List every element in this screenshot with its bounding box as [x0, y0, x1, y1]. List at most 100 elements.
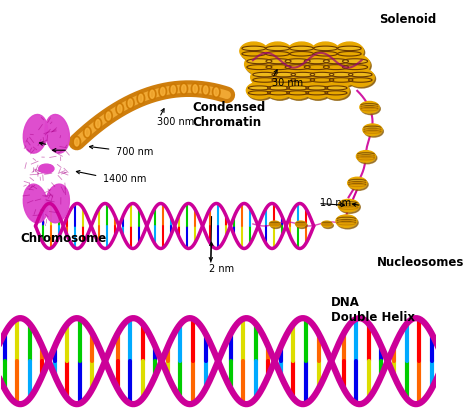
Ellipse shape [105, 110, 112, 122]
Ellipse shape [336, 215, 357, 227]
Ellipse shape [118, 105, 122, 113]
Ellipse shape [348, 70, 375, 88]
Ellipse shape [150, 90, 155, 98]
Ellipse shape [321, 221, 332, 227]
Ellipse shape [285, 82, 311, 99]
Ellipse shape [291, 46, 313, 51]
Ellipse shape [240, 42, 268, 60]
Ellipse shape [363, 124, 382, 136]
Ellipse shape [264, 54, 293, 74]
Ellipse shape [39, 164, 54, 173]
Ellipse shape [358, 152, 377, 164]
Ellipse shape [271, 70, 299, 88]
Ellipse shape [336, 42, 364, 60]
Ellipse shape [273, 73, 295, 77]
Ellipse shape [96, 120, 100, 128]
Ellipse shape [128, 99, 133, 107]
Text: Nucleosomes: Nucleosomes [377, 256, 464, 269]
Ellipse shape [306, 86, 327, 90]
Ellipse shape [247, 59, 271, 64]
Text: 1400 nm: 1400 nm [103, 174, 146, 184]
Ellipse shape [311, 42, 339, 60]
Ellipse shape [265, 82, 292, 99]
Ellipse shape [305, 59, 328, 64]
Ellipse shape [337, 218, 355, 221]
Ellipse shape [83, 127, 91, 138]
Ellipse shape [284, 56, 314, 76]
Ellipse shape [288, 42, 316, 60]
Ellipse shape [348, 177, 367, 189]
Ellipse shape [169, 84, 177, 95]
Ellipse shape [193, 85, 197, 93]
Ellipse shape [328, 70, 356, 88]
Ellipse shape [139, 94, 143, 102]
Ellipse shape [202, 84, 210, 96]
Ellipse shape [290, 70, 318, 88]
Ellipse shape [361, 104, 378, 107]
Text: 30 nm: 30 nm [273, 78, 303, 88]
Ellipse shape [116, 103, 124, 115]
Ellipse shape [270, 68, 298, 86]
Ellipse shape [286, 59, 310, 64]
Ellipse shape [161, 88, 165, 96]
Ellipse shape [286, 84, 312, 100]
Ellipse shape [191, 83, 199, 95]
Ellipse shape [148, 88, 156, 100]
Ellipse shape [248, 84, 274, 100]
Ellipse shape [326, 86, 346, 90]
Ellipse shape [254, 73, 276, 77]
Ellipse shape [311, 73, 333, 77]
Ellipse shape [212, 86, 220, 98]
Ellipse shape [358, 153, 374, 156]
Ellipse shape [346, 68, 374, 86]
Ellipse shape [271, 223, 281, 229]
Ellipse shape [324, 84, 350, 100]
Text: 300 nm: 300 nm [157, 117, 194, 127]
Ellipse shape [340, 54, 370, 74]
Ellipse shape [287, 86, 308, 90]
Ellipse shape [297, 223, 307, 229]
Ellipse shape [268, 86, 289, 90]
Ellipse shape [23, 184, 48, 223]
Ellipse shape [365, 127, 381, 129]
Ellipse shape [266, 46, 289, 51]
Ellipse shape [289, 68, 317, 86]
Text: Solenoid: Solenoid [379, 13, 436, 25]
Ellipse shape [313, 44, 341, 62]
Ellipse shape [270, 222, 279, 224]
Ellipse shape [322, 222, 331, 224]
Text: Chromosome: Chromosome [21, 232, 107, 245]
Ellipse shape [323, 82, 349, 99]
Ellipse shape [322, 56, 352, 76]
Ellipse shape [314, 46, 337, 51]
Text: 2 nm: 2 nm [210, 264, 235, 274]
Ellipse shape [296, 222, 305, 224]
Ellipse shape [364, 126, 383, 137]
Ellipse shape [252, 70, 280, 88]
Ellipse shape [323, 223, 333, 229]
Ellipse shape [304, 82, 330, 99]
Ellipse shape [85, 128, 90, 136]
Text: 700 nm: 700 nm [116, 147, 153, 157]
Ellipse shape [246, 56, 275, 76]
Ellipse shape [180, 83, 188, 95]
Ellipse shape [339, 201, 360, 213]
Ellipse shape [283, 54, 312, 74]
Ellipse shape [265, 44, 293, 62]
Ellipse shape [308, 68, 336, 86]
Ellipse shape [292, 73, 314, 77]
Ellipse shape [340, 202, 357, 205]
Ellipse shape [349, 180, 365, 182]
Ellipse shape [251, 68, 279, 86]
Ellipse shape [349, 179, 368, 190]
Text: DNA
Double Helix: DNA Double Helix [331, 296, 415, 324]
Ellipse shape [330, 73, 352, 77]
Ellipse shape [241, 44, 269, 62]
Text: Condensed
Chromatin: Condensed Chromatin [192, 102, 265, 129]
Text: 10 nm: 10 nm [320, 199, 351, 208]
Ellipse shape [74, 138, 79, 146]
Ellipse shape [243, 46, 265, 51]
Ellipse shape [249, 86, 270, 90]
Ellipse shape [321, 54, 351, 74]
Ellipse shape [360, 102, 379, 113]
